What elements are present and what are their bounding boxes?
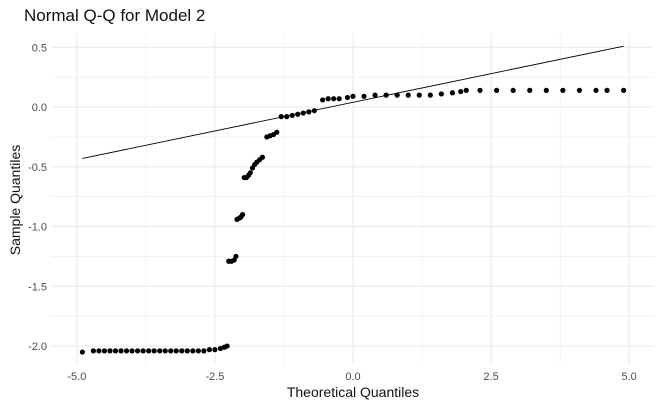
x-tick-label: -2.5	[205, 371, 224, 383]
y-tick-label: -1.0	[28, 222, 47, 234]
data-point	[331, 96, 337, 102]
y-tick-label: -0.5	[28, 162, 47, 174]
data-point	[350, 93, 356, 99]
x-tick-label: -5.0	[67, 371, 86, 383]
data-point	[543, 87, 549, 93]
data-point	[101, 348, 108, 354]
data-point	[157, 348, 163, 354]
data-point	[278, 114, 284, 120]
data-point	[295, 111, 301, 117]
data-point	[463, 87, 469, 93]
data-point	[274, 129, 280, 135]
data-point	[247, 170, 253, 176]
x-axis-label: Theoretical Quantiles	[286, 384, 420, 400]
y-axis-label: Sample Quantiles	[7, 144, 23, 256]
data-point	[212, 347, 218, 353]
data-point	[477, 87, 483, 93]
data-point	[135, 348, 141, 354]
data-point	[259, 154, 266, 160]
data-point	[336, 96, 342, 102]
data-point	[190, 348, 196, 354]
data-point	[438, 91, 444, 97]
data-point	[140, 348, 146, 354]
data-point	[107, 348, 113, 354]
data-point	[458, 88, 464, 95]
data-point	[320, 97, 326, 103]
data-point	[427, 92, 433, 98]
data-point	[112, 348, 119, 354]
data-point	[123, 348, 130, 354]
chart-title: Normal Q-Q for Model 2	[24, 6, 206, 25]
data-point	[201, 348, 207, 354]
data-point	[344, 94, 351, 101]
data-point	[405, 92, 411, 98]
x-tick-label: 0.0	[345, 371, 360, 383]
data-point	[372, 92, 378, 98]
data-point	[510, 87, 516, 93]
data-point	[621, 87, 627, 93]
data-point	[325, 96, 331, 102]
data-point	[593, 87, 599, 93]
data-point	[206, 347, 213, 353]
data-point	[361, 93, 367, 99]
data-point	[184, 348, 190, 354]
data-point	[224, 343, 230, 349]
x-tick-label: 5.0	[621, 371, 636, 383]
data-point	[129, 348, 135, 354]
data-point	[239, 212, 246, 218]
data-point	[168, 348, 174, 354]
data-point	[173, 348, 179, 354]
y-tick-label: 0.5	[32, 42, 47, 54]
y-tick-label: -2.0	[28, 341, 47, 353]
y-tick-label: -1.5	[28, 281, 47, 293]
data-point	[449, 90, 456, 96]
data-point	[146, 348, 152, 354]
data-point	[96, 348, 102, 354]
x-tick-label: 2.5	[483, 371, 498, 383]
data-point	[179, 348, 185, 354]
data-point	[151, 348, 157, 354]
data-point	[118, 348, 124, 354]
data-point	[233, 253, 239, 260]
reference-line	[82, 45, 624, 159]
data-point	[493, 87, 500, 93]
data-point	[527, 87, 533, 93]
data-point	[90, 348, 97, 354]
data-point	[560, 87, 566, 93]
data-point	[416, 92, 422, 98]
data-point	[604, 87, 610, 93]
data-point	[79, 349, 85, 355]
data-point	[576, 87, 583, 93]
data-point	[162, 348, 168, 354]
y-tick-label: 0.0	[32, 102, 47, 114]
data-point	[195, 348, 201, 354]
data-point	[289, 112, 295, 119]
